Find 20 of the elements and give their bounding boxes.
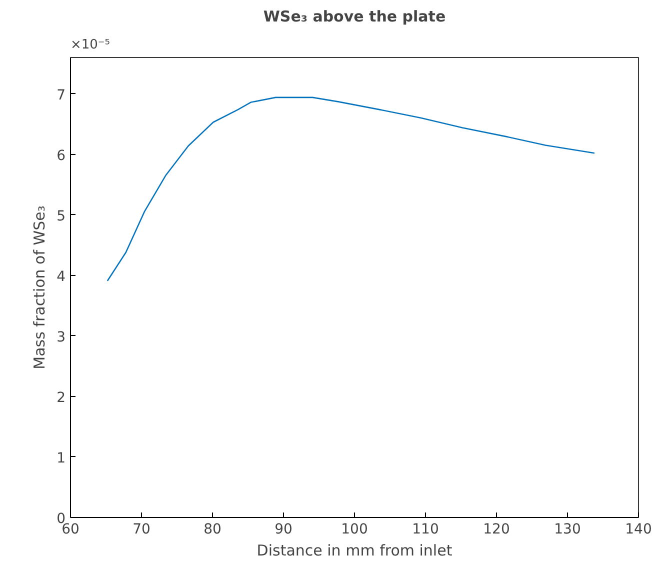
x-tick-label: 100 bbox=[341, 522, 368, 538]
y-tick-label: 6 bbox=[56, 148, 66, 164]
y-tick-label: 5 bbox=[56, 208, 66, 224]
x-tick-label: 140 bbox=[625, 522, 652, 538]
y-tick-label: 2 bbox=[56, 390, 66, 406]
x-tick-label: 70 bbox=[132, 522, 150, 538]
chart-title: WSe₃ above the plate bbox=[263, 8, 446, 26]
x-tick-label: 130 bbox=[554, 522, 581, 538]
y-tick-label: 7 bbox=[56, 87, 66, 104]
y-tick-label: 1 bbox=[56, 450, 66, 466]
y-axis-title: Mass fraction of WSe₃ bbox=[30, 206, 49, 370]
x-axis-title: Distance in mm from inlet bbox=[256, 542, 452, 560]
y-tick-label: 3 bbox=[56, 329, 66, 346]
line-series bbox=[106, 96, 596, 282]
x-tick-label: 120 bbox=[483, 522, 510, 538]
x-tick-label: 80 bbox=[204, 522, 222, 538]
y-tick-label: 4 bbox=[56, 268, 66, 285]
x-tick-label: 110 bbox=[412, 522, 439, 538]
text: ×10⁻⁵ bbox=[70, 38, 110, 52]
x-tick-label: 90 bbox=[274, 522, 292, 538]
